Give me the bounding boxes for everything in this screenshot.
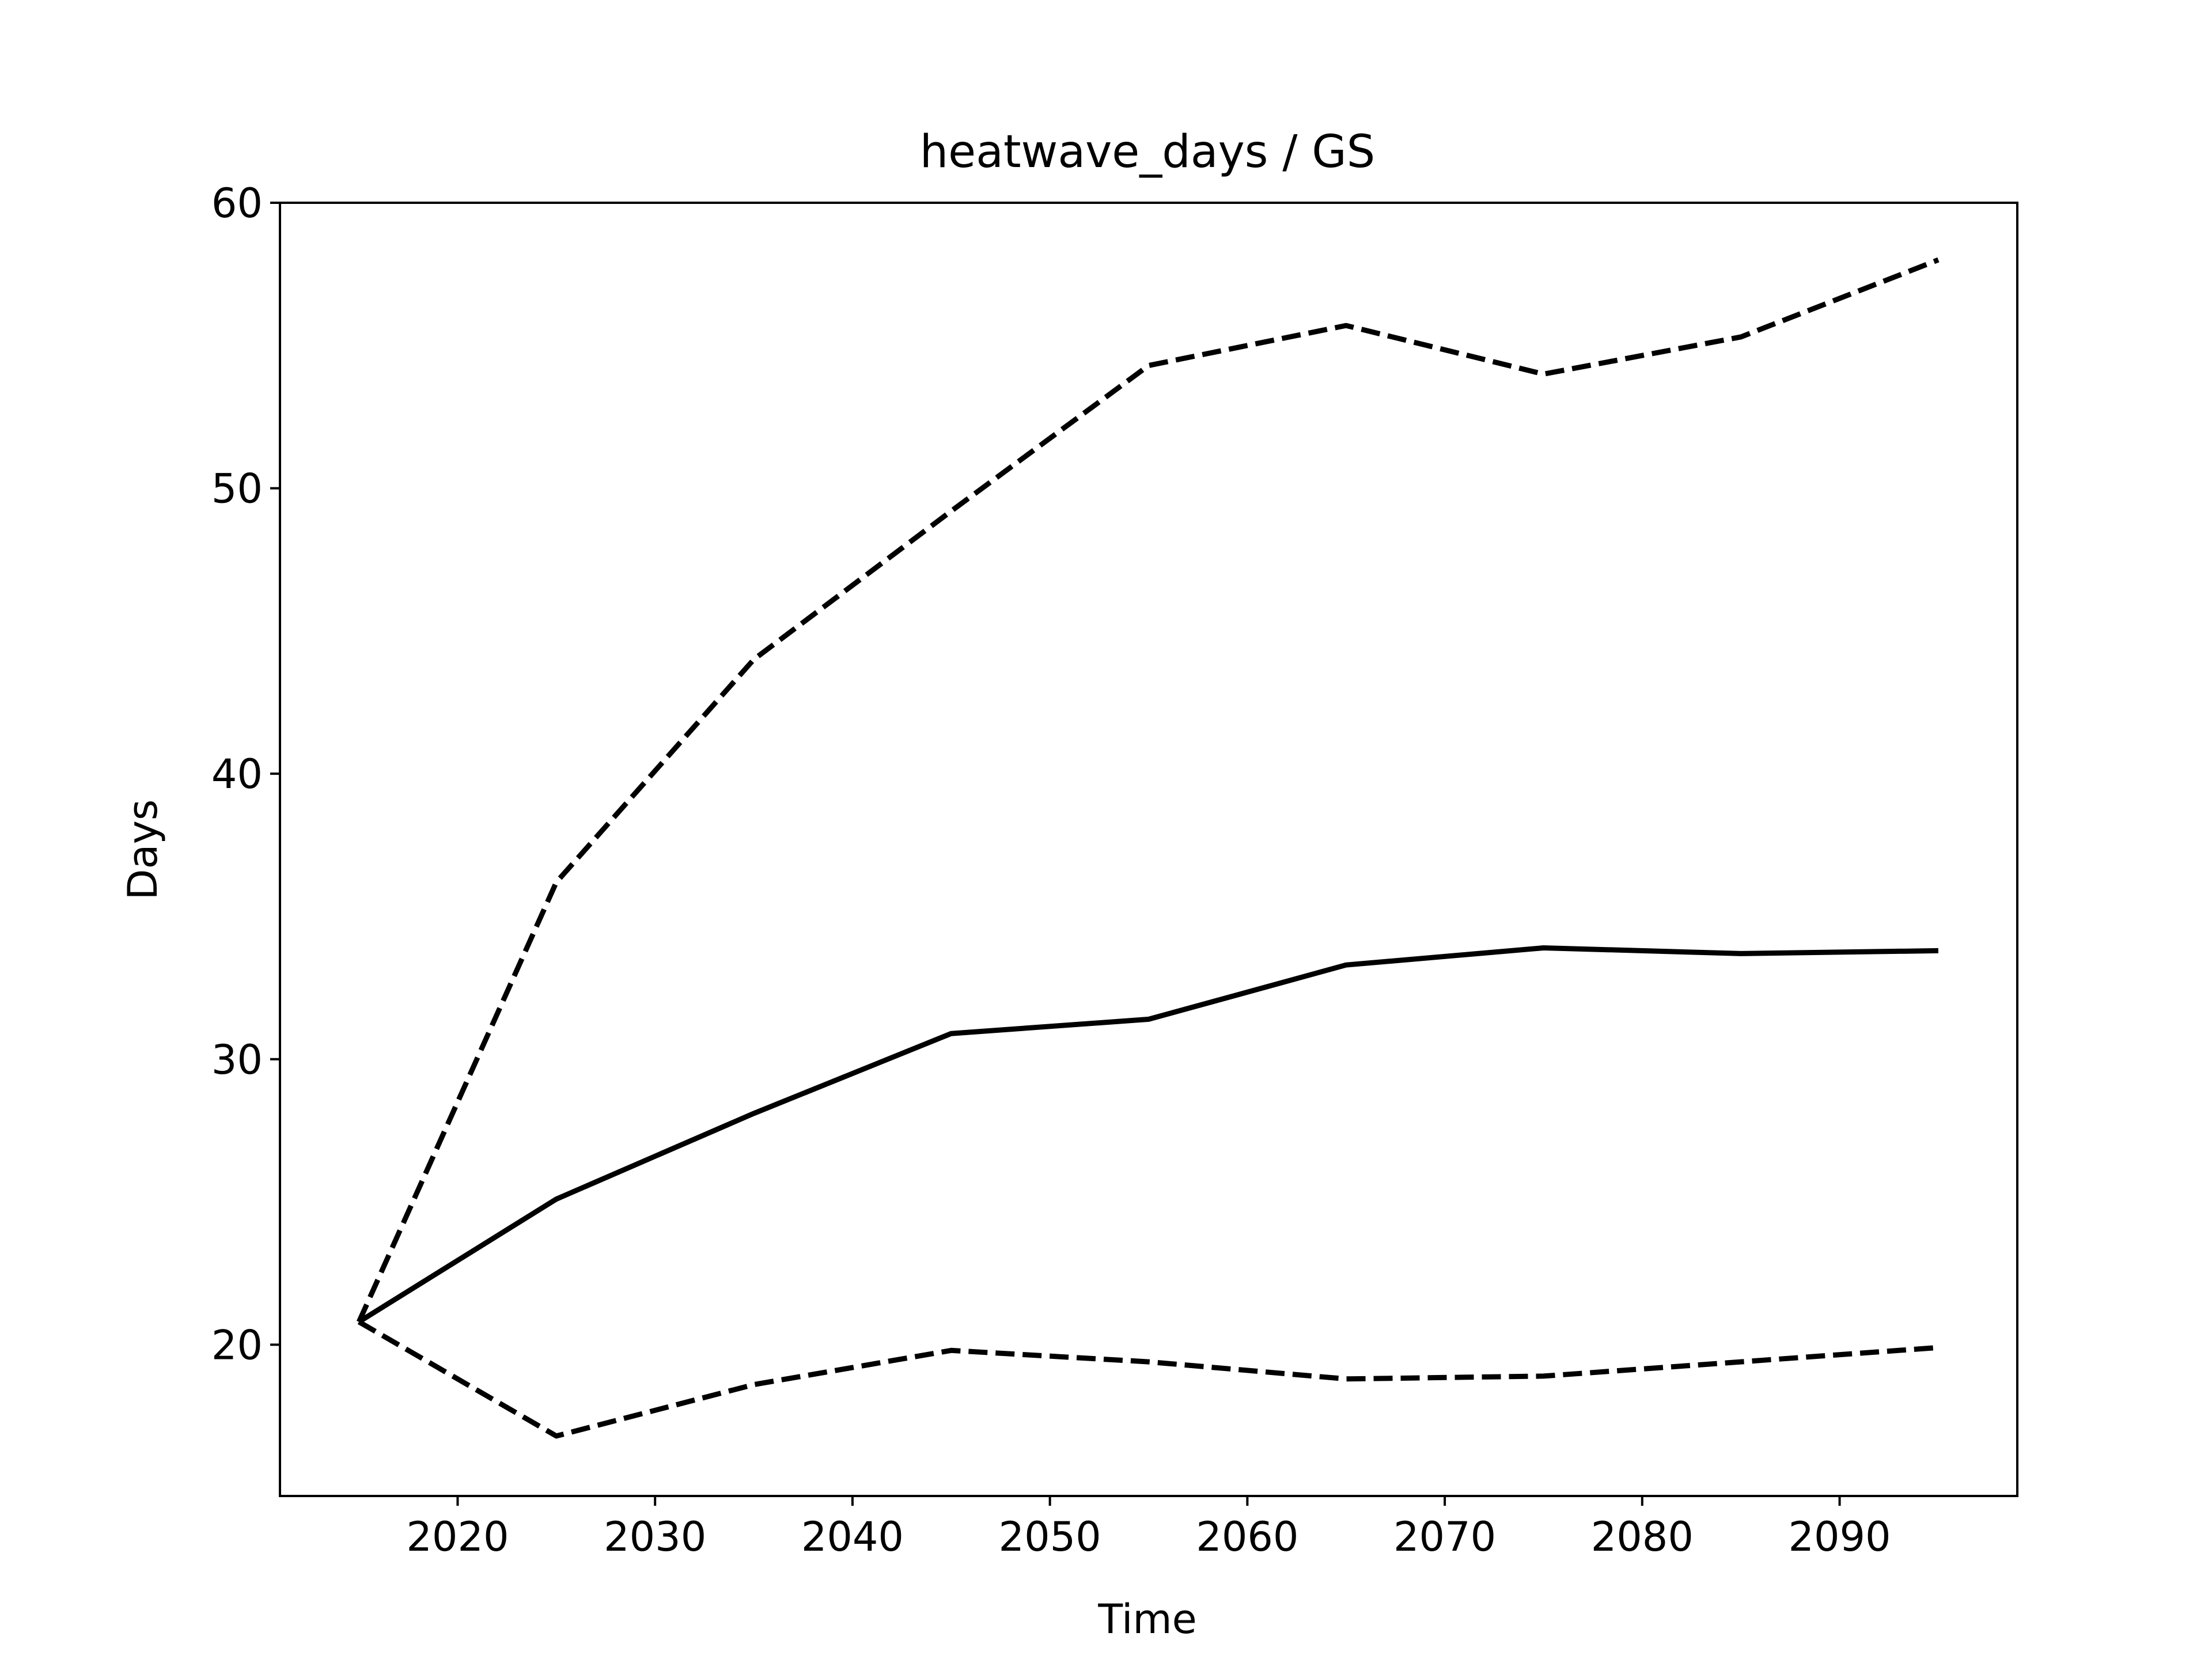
chart-title: heatwave_days / GS <box>920 126 1375 178</box>
x-tick-label: 2020 <box>406 1513 509 1560</box>
x-tick-label: 2040 <box>801 1513 904 1560</box>
x-axis: 2020 2030 2040 2050 2060 2070 2080 2090 <box>406 1496 1891 1560</box>
x-tick-label: 2050 <box>999 1513 1101 1560</box>
series-line-3 <box>357 1319 1939 1439</box>
plot-frame <box>279 202 2018 1497</box>
x-tick-label: 2060 <box>1196 1513 1298 1560</box>
y-axis: 20 30 40 50 60 <box>211 180 280 1369</box>
y-tick-label: 50 <box>211 465 263 513</box>
y-tick-label: 20 <box>211 1321 263 1369</box>
x-tick-label: 2070 <box>1393 1513 1496 1560</box>
y-axis-label: Days <box>119 800 166 900</box>
x-tick-label: 2080 <box>1591 1513 1694 1560</box>
series-line-1 <box>357 945 1938 1324</box>
x-tick-label: 2090 <box>1788 1513 1891 1560</box>
y-tick-label: 30 <box>211 1036 263 1084</box>
x-tick-label: 2030 <box>604 1513 706 1560</box>
series-line-2 <box>356 257 1940 1323</box>
x-axis-label: Time <box>1097 1596 1196 1643</box>
plot-series <box>356 257 1940 1439</box>
y-tick-label: 60 <box>211 180 263 227</box>
y-tick-label: 40 <box>211 751 263 798</box>
